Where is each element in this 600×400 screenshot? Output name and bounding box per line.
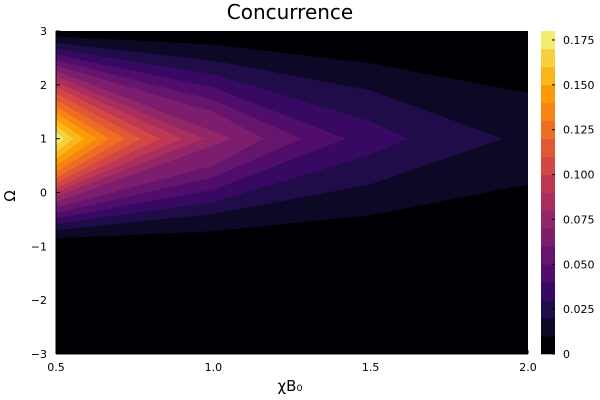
y-axis-label: Ω: [1, 190, 19, 201]
x-tick-label: 0.5: [47, 361, 65, 374]
colorbar-tick-label: 0.100: [563, 169, 595, 182]
x-tick-label: 1.5: [362, 361, 380, 374]
y-tick-label: −2: [31, 294, 47, 307]
colorbar-tick-label: 0.175: [563, 34, 595, 47]
y-tick-label: 0: [40, 187, 47, 200]
chart-title: Concurrence: [227, 0, 353, 24]
colorbar-band: [541, 156, 555, 175]
colorbar-band: [541, 138, 555, 157]
x-tick-label: 2.0: [519, 361, 537, 374]
colorbar-tick-label: 0.025: [563, 303, 595, 316]
colorbar-band: [541, 336, 555, 355]
y-tick-label: 3: [40, 25, 47, 38]
colorbar-band: [541, 300, 555, 319]
plot-area: [56, 31, 528, 354]
colorbar-band: [541, 66, 555, 86]
colorbar-band: [541, 48, 555, 68]
x-axis-ticks: 0.5 1.0 1.5 2.0: [47, 350, 537, 374]
colorbar-band: [541, 282, 555, 301]
colorbar-tick-label: 0.050: [563, 258, 595, 271]
colorbar-band: [541, 102, 555, 122]
colorbar-ticks: 0 0.025 0.050 0.075 0.100 0.125 0.150 0.175: [552, 34, 595, 361]
colorbar-band: [541, 246, 555, 265]
colorbar-band: [541, 174, 555, 193]
colorbar-band: [541, 120, 555, 139]
colorbar-tick-label: 0.075: [563, 213, 595, 226]
x-axis-label: χB₀: [278, 377, 303, 395]
colorbar-band: [541, 264, 555, 283]
contour-bands: [56, 36, 528, 239]
colorbar-band: [541, 84, 555, 104]
x-tick-label: 1.0: [205, 361, 223, 374]
colorbar-tick-label: 0.150: [563, 79, 595, 92]
contour-band-0.16: [56, 125, 74, 153]
y-tick-label: 2: [40, 79, 47, 92]
colorbar-band: [541, 192, 555, 211]
colorbar-band: [541, 228, 555, 247]
colorbar-tick-label: 0.125: [563, 124, 595, 137]
y-tick-label: −1: [31, 240, 47, 253]
y-tick-label: −3: [31, 348, 47, 361]
y-axis-ticks: −3 −2 −1 0 1 2 3: [31, 25, 60, 361]
colorbar-tick-label: 0: [563, 348, 570, 361]
colorbar-band: [541, 318, 555, 337]
colorbar: [541, 31, 555, 355]
colorbar-band: [541, 210, 555, 229]
colorbar-band: [541, 31, 555, 50]
y-tick-label: 1: [40, 133, 47, 146]
